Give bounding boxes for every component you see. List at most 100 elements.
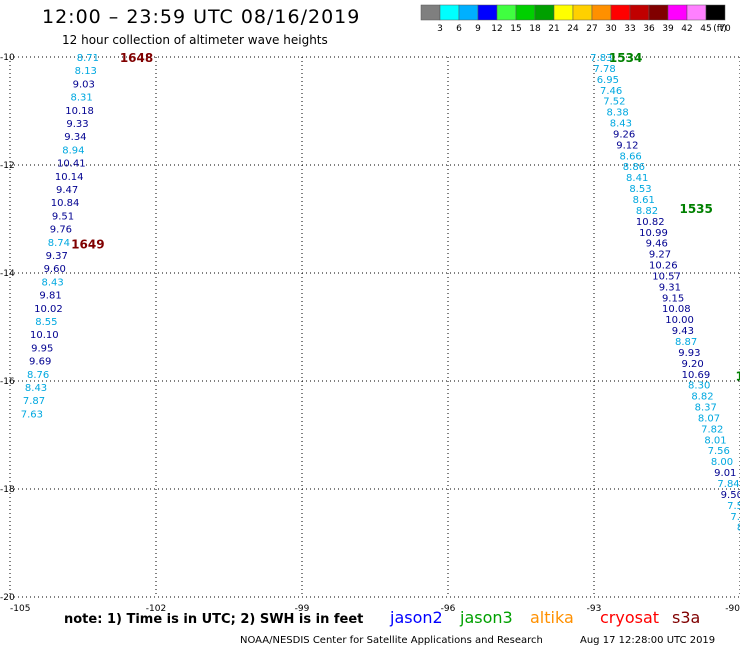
legend-swatch	[553, 4, 574, 21]
wave-height-value: 8.43	[41, 277, 63, 288]
wave-height-value: 9.81	[39, 291, 61, 302]
pass-time-label: 1649	[71, 237, 104, 251]
wave-height-value: 7.78	[593, 64, 615, 75]
wave-height-value: 9.03	[73, 79, 95, 90]
legend-tick-label: 18	[529, 24, 541, 34]
wave-height-value: 7.83	[590, 53, 612, 64]
wave-height-value: 7.56	[708, 446, 730, 457]
wave-height-value: 6.95	[597, 75, 619, 86]
legend-swatch	[591, 4, 612, 21]
satellite-label-s3a: s3a	[672, 608, 701, 627]
wave-height-value: 9.60	[44, 264, 66, 275]
wave-height-value: 8.43	[25, 383, 47, 394]
wave-height-value: 8.86	[623, 162, 645, 173]
legend-tick-label: 39	[662, 24, 674, 34]
legend-swatch	[686, 4, 707, 21]
wave-height-value: 7.84	[717, 479, 739, 490]
wave-height-value: 8.38	[606, 108, 628, 119]
wave-height-value: 8.55	[35, 317, 57, 328]
wave-height-value: 10.41	[57, 159, 86, 170]
y-tick-label: -16	[0, 377, 15, 387]
wave-height-value: 10.82	[636, 217, 665, 228]
wave-height-value: 9.46	[646, 239, 668, 250]
wave-height-value: 8.01	[704, 435, 726, 446]
x-tick-label: -90	[725, 604, 740, 614]
satellite-label-cryosat: cryosat	[600, 608, 660, 627]
wave-height-value: 10.26	[649, 261, 678, 272]
legend-swatch	[477, 4, 498, 21]
wave-height-value: 8.41	[626, 173, 648, 184]
legend-swatch	[534, 4, 555, 21]
satellite-tracks: 8.71 8.13 9.03 8.31 10.18 9.33 9.34 8.94 10.41 10…	[21, 51, 740, 534]
wave-height-value: 8.07	[698, 413, 720, 424]
wave-height-value: 9.51	[52, 211, 74, 222]
legend-swatch	[648, 4, 669, 21]
wave-height-value: 9.50	[721, 490, 740, 501]
legend-swatch	[629, 4, 650, 21]
wave-height-value: 8.	[737, 523, 740, 534]
x-tick-label: -99	[295, 604, 310, 614]
wave-height-value: 8.13	[75, 66, 97, 77]
pass-time-label: 1535	[679, 202, 712, 216]
legend-tick-label: 36	[643, 24, 655, 34]
x-tick-label: -93	[587, 604, 602, 614]
legend-swatch	[610, 4, 631, 21]
wave-height-value: 8.71	[77, 53, 99, 64]
wave-height-value: 10.00	[665, 315, 694, 326]
wave-height-value: 10.84	[51, 198, 80, 209]
legend-tick-label: 21	[548, 24, 559, 34]
wave-height-value: 8.00	[711, 457, 733, 468]
units-note: note: 1) Time is in UTC; 2) SWH is in fe…	[64, 612, 364, 627]
wave-height-value: 7.63	[21, 409, 43, 420]
legend-tick-label: 3	[437, 24, 443, 34]
legend-swatch	[439, 4, 460, 21]
wave-height-value: 10.99	[639, 228, 668, 239]
wave-height-value: 9.27	[649, 250, 671, 261]
legend-swatch	[496, 4, 517, 21]
wave-height-value: 10.18	[65, 106, 94, 117]
wave-height-value: 10.14	[55, 172, 84, 183]
wave-height-value: 7.0	[730, 512, 740, 523]
legend-tick-label: 12	[491, 24, 502, 34]
legend-swatch	[515, 4, 536, 21]
wave-height-value: 9.26	[613, 129, 635, 140]
x-tick-label: -105	[10, 604, 30, 614]
y-tick-label: -12	[0, 161, 15, 171]
map-title: 12:00 – 23:59 UTC 08/16/2019	[42, 6, 361, 28]
wave-height-value: 10.69	[682, 370, 711, 381]
wave-height-value: 8.61	[633, 195, 655, 206]
wave-height-value: 8.82	[691, 392, 713, 403]
wave-height-value: 7.87	[23, 396, 45, 407]
wave-height-value: 10.02	[34, 304, 63, 315]
map-subtitle: 12 hour collection of altimeter wave hei…	[62, 33, 328, 47]
legend-swatch	[458, 4, 479, 21]
wave-height-value: 7.5	[727, 501, 740, 512]
wave-height-value: 9.37	[46, 251, 68, 262]
wave-height-value: 10.08	[662, 304, 691, 315]
wave-height-value: 9.43	[672, 326, 694, 337]
legend-tick-label: 45	[700, 24, 711, 34]
legend-tick-label: 9	[475, 24, 481, 34]
legend-tick-label: 70	[719, 24, 731, 34]
credit-line: NOAA/NESDIS Center for Satellite Applica…	[240, 635, 543, 646]
wave-height-value: 7.52	[603, 97, 625, 108]
wave-height-value: 9.34	[64, 132, 86, 143]
wave-height-value: 9.01	[714, 468, 736, 479]
legend-unit-label: (ft)	[713, 24, 727, 34]
legend-swatch	[705, 4, 726, 21]
wave-height-value: 8.37	[695, 403, 717, 414]
wave-height-value: 8.31	[71, 93, 93, 104]
legend-tick-label: 30	[605, 24, 617, 34]
wave-height-value: 8.66	[620, 151, 642, 162]
wave-height-value: 8.53	[629, 184, 651, 195]
legend-tick-label: 27	[586, 24, 597, 34]
x-tick-label: -102	[146, 604, 166, 614]
wave-height-value: 10.10	[30, 330, 59, 341]
wave-height-value: 7.82	[701, 424, 723, 435]
wave-height-value: 8.43	[610, 119, 632, 130]
wave-height-value: 9.47	[56, 185, 78, 196]
wave-height-value: 9.69	[29, 357, 51, 368]
wave-height-value: 9.15	[662, 293, 684, 304]
pass-time-label: 1534	[609, 51, 642, 65]
